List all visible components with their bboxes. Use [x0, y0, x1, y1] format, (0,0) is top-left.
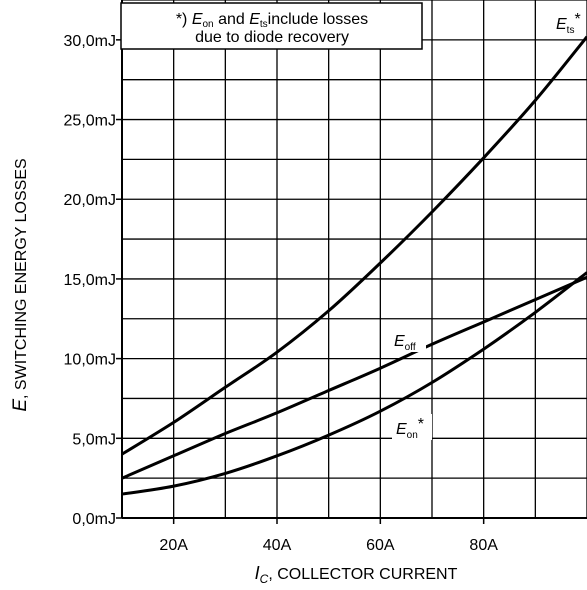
note-prefix: *): [176, 11, 192, 28]
grid-lines: [121, 0, 587, 519]
y-tick-label: 0,0mJ: [72, 511, 116, 528]
y-tick-label: 10,0mJ: [64, 352, 116, 369]
series-line-ets: [121, 35, 587, 456]
series-label-eoff: Eoff: [394, 333, 416, 353]
x-tick-label: 60A: [366, 537, 395, 554]
x-axis-subscript: C: [260, 572, 269, 586]
note-box: *) Eon and Etsinclude losses due to diod…: [120, 2, 423, 50]
x-axis-symbol: I: [255, 563, 260, 583]
y-axis-symbol: E: [10, 399, 31, 412]
note-e1: E: [192, 11, 203, 28]
note-mid: and: [214, 11, 250, 28]
y-tick-labels: 0,0mJ 5,0mJ 10,0mJ 15,0mJ 20,0mJ 25,0mJ 30,0mJ: [64, 33, 116, 528]
x-axis-text: , COLLECTOR CURRENT: [268, 566, 457, 583]
series-label-eon: Eon*: [396, 416, 424, 441]
x-tick-label: 40A: [263, 537, 292, 554]
y-tick-label: 5,0mJ: [72, 431, 116, 448]
note-suffix: include losses: [268, 11, 369, 28]
y-tick-label: 30,0mJ: [64, 33, 116, 50]
y-axis-label: E, SWITCHING ENERGY LOSSES: [10, 158, 31, 411]
tick-marks: [116, 39, 485, 524]
x-tick-labels: 20A 40A 60A 80A: [159, 537, 498, 554]
note-line-2: due to diode recovery: [195, 29, 349, 46]
series-label-bg-ets: [552, 7, 586, 35]
series-label-ets: Ets*: [556, 11, 581, 36]
series-label-bg-eon: [392, 414, 432, 440]
series-line-eon: [121, 271, 587, 496]
series-label-bg-eoff: [390, 328, 426, 352]
y-axis-text: , SWITCHING ENERGY LOSSES: [13, 158, 30, 399]
x-axis-label: IC, COLLECTOR CURRENT: [255, 563, 458, 586]
series-curves: [121, 35, 587, 496]
note-e2: E: [249, 11, 260, 28]
note-line-1: *) Eon and Etsinclude losses: [176, 11, 368, 30]
y-tick-label: 25,0mJ: [64, 113, 116, 130]
y-tick-label: 15,0mJ: [64, 272, 116, 289]
series-labels: Ets* Eoff Eon*: [390, 7, 586, 441]
note-e1-sub: on: [203, 19, 214, 30]
series-line-eoff: [121, 275, 587, 480]
x-tick-label: 80A: [469, 537, 498, 554]
x-tick-label: 20A: [159, 537, 188, 554]
y-tick-label: 20,0mJ: [64, 192, 116, 209]
note-e2-sub: ts: [260, 19, 268, 30]
